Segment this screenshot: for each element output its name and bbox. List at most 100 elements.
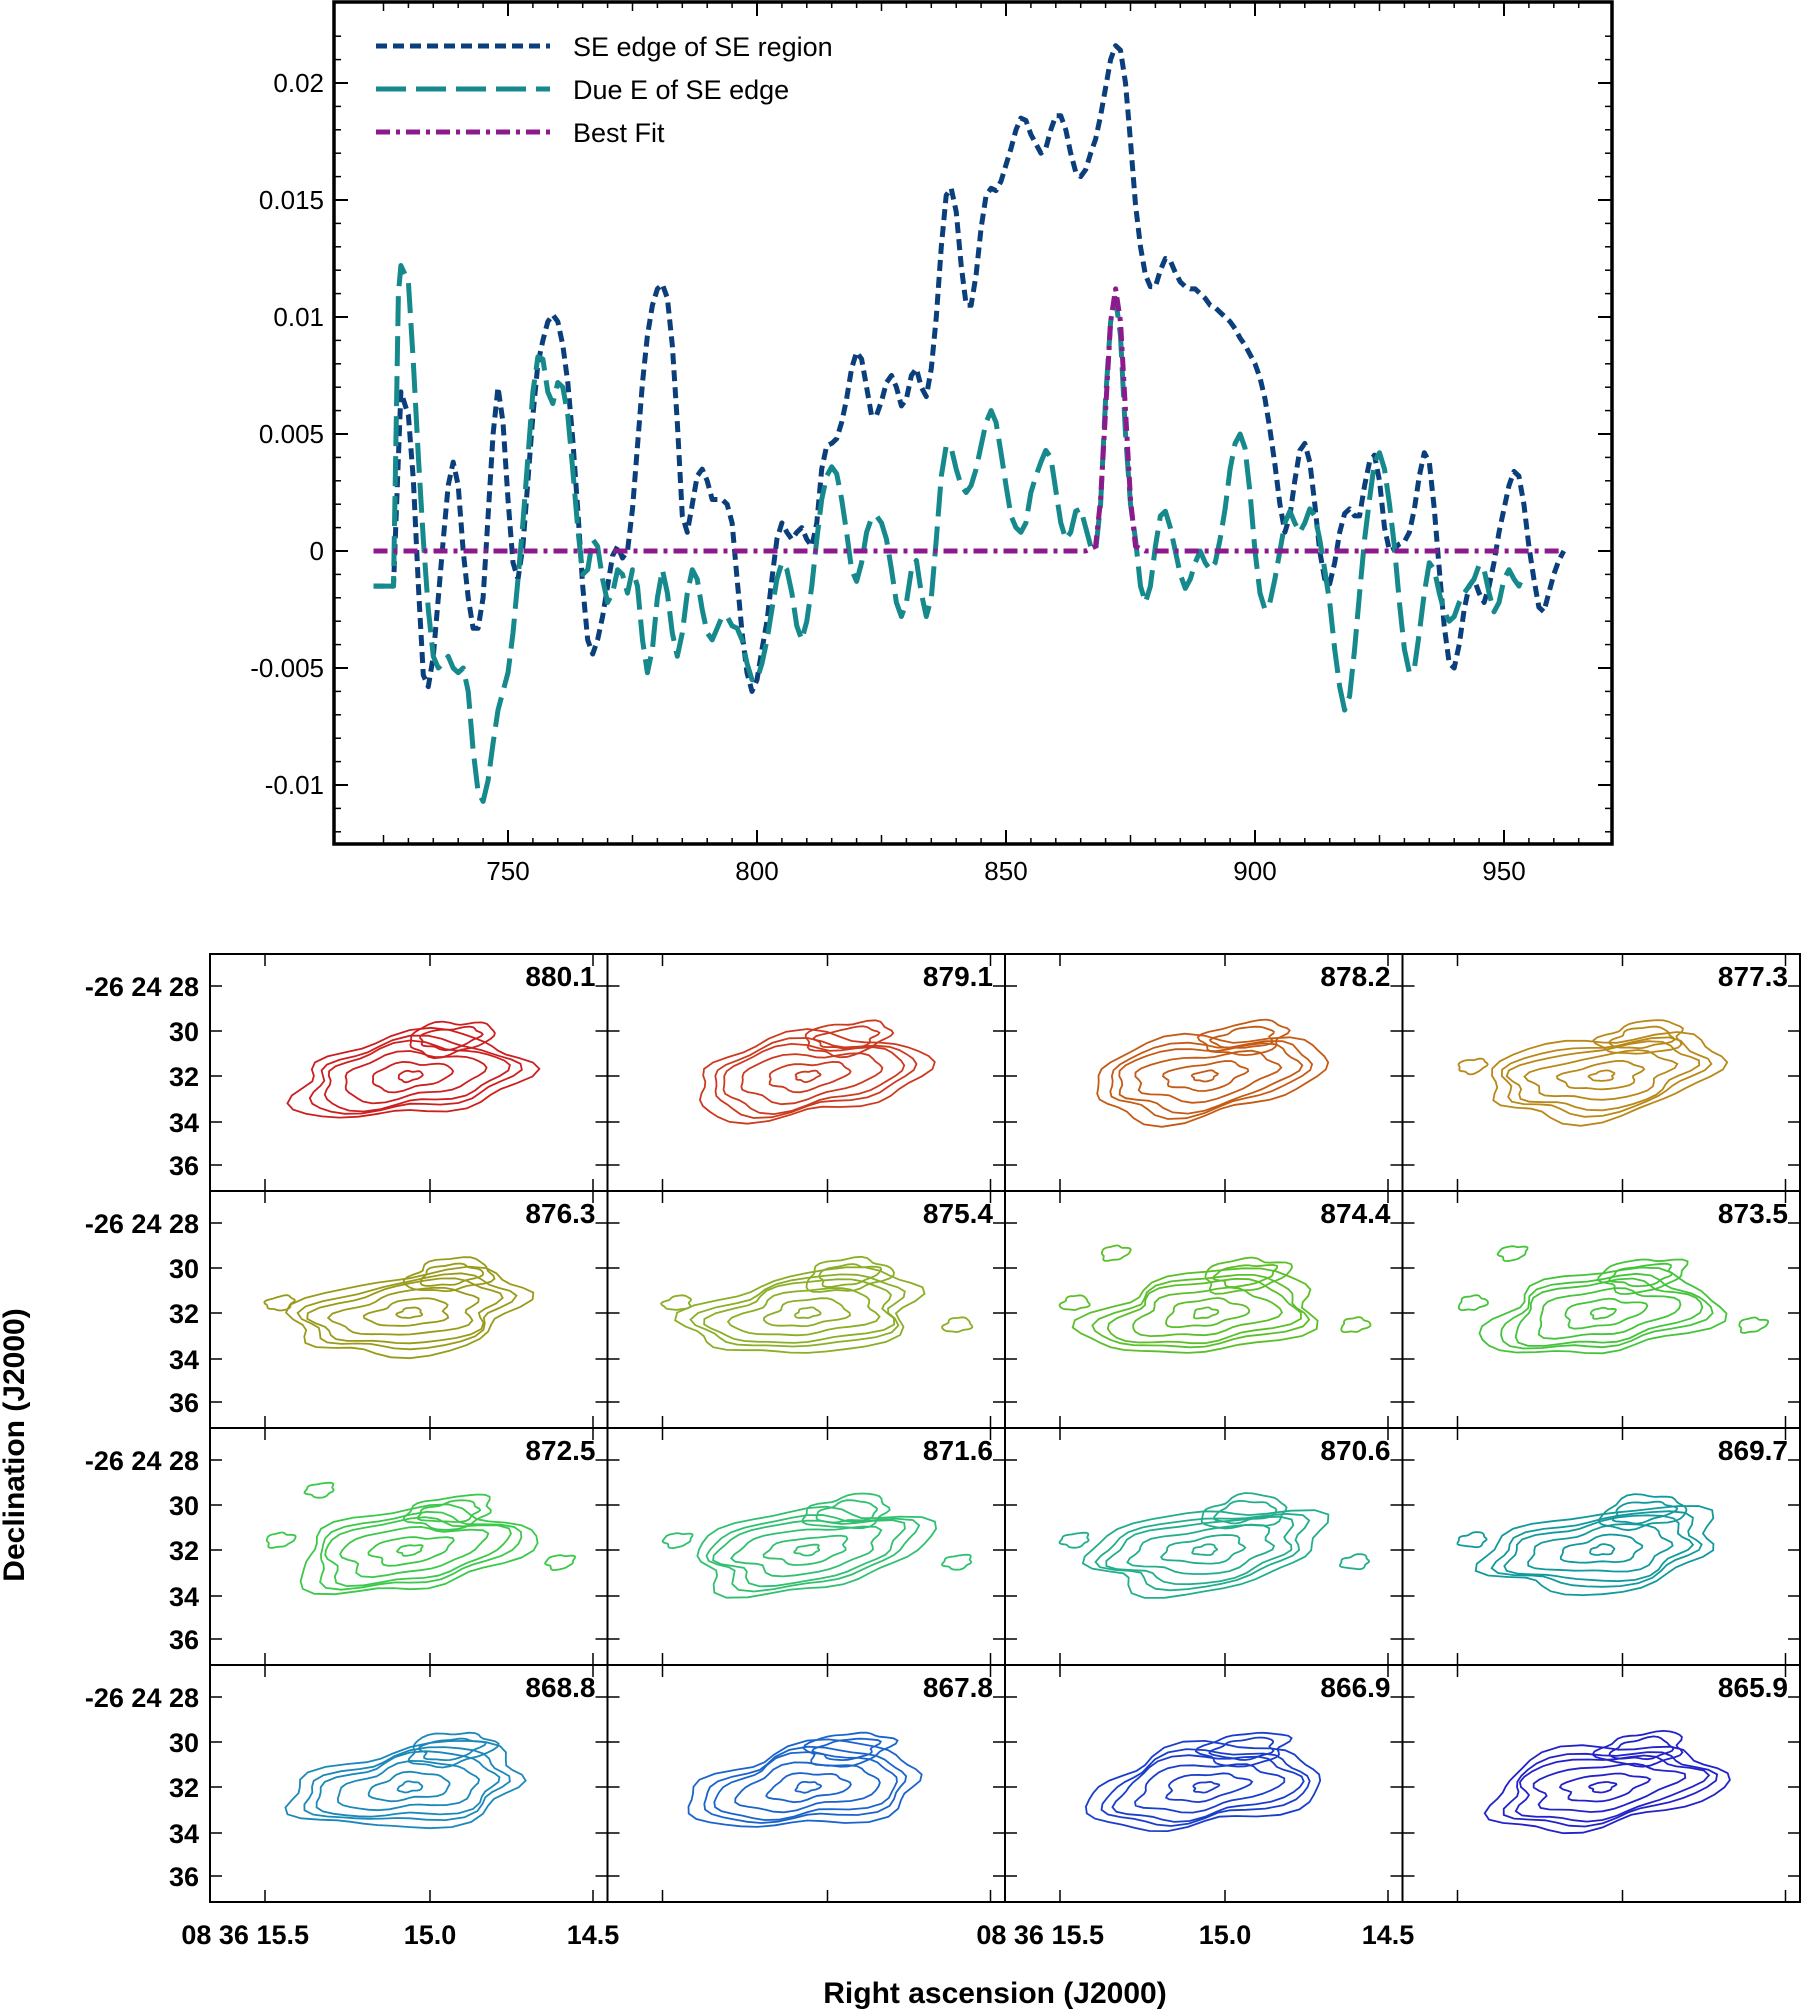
series-line-1	[373, 263, 1527, 804]
contour-line	[1608, 1262, 1673, 1288]
dec-tick-label: 30	[169, 1017, 199, 1047]
channel-label: 872.5	[525, 1435, 595, 1466]
contour-line	[712, 1519, 906, 1588]
contour-line	[713, 1751, 898, 1821]
contour-line	[802, 1731, 899, 1768]
contour-line	[804, 1019, 895, 1059]
contour-line	[396, 1780, 424, 1794]
contour-line	[1478, 1266, 1728, 1355]
contour-line	[324, 1516, 513, 1588]
contour-line	[299, 1503, 539, 1596]
contour-line	[319, 1510, 523, 1591]
channel-label: 871.6	[923, 1435, 993, 1466]
contour-line	[1474, 1505, 1715, 1597]
contour-line	[1503, 1514, 1695, 1583]
dec-tick-label: -26 24 28	[85, 1209, 199, 1239]
contour-line	[284, 1265, 535, 1360]
contour-line	[815, 1499, 879, 1524]
contour-line	[1109, 1040, 1314, 1120]
contour-line	[362, 1297, 450, 1327]
contour-line	[940, 1553, 973, 1571]
contour-line	[762, 1297, 852, 1328]
contour-line	[1564, 1297, 1649, 1330]
plot-frame	[332, 0, 1614, 846]
contour-line	[367, 1770, 451, 1803]
y-tick-label: 0.01	[273, 302, 324, 332]
contour-line	[805, 1255, 895, 1293]
contour-line	[1611, 1500, 1679, 1525]
series-line-0	[373, 43, 1567, 694]
contour-line	[1591, 1729, 1684, 1768]
channel-label: 876.3	[525, 1198, 595, 1229]
contour-line	[726, 1287, 881, 1337]
contour-line	[703, 1278, 896, 1344]
contour-line	[1208, 1025, 1275, 1049]
channel-label: 869.7	[1718, 1435, 1788, 1466]
contour-line	[794, 1069, 822, 1084]
channel-panel: 866.9	[1005, 1665, 1403, 1902]
contour-line	[1058, 1531, 1090, 1549]
channel-panel: 871.6	[607, 1428, 1005, 1665]
contour-line	[1084, 1739, 1322, 1833]
channel-panel: 878.2	[1005, 954, 1403, 1191]
contour-line	[740, 1052, 884, 1106]
contour-line	[1071, 1267, 1319, 1354]
contour-line	[402, 1493, 492, 1531]
channel-panel: 872.5	[210, 1428, 608, 1665]
contour-line	[1208, 1736, 1275, 1761]
channel-panel: 876.3	[210, 1191, 608, 1428]
contour-line	[1190, 1069, 1220, 1083]
channel-label: 880.1	[525, 961, 595, 992]
contour-line	[416, 1499, 482, 1523]
contour-line	[419, 1262, 485, 1287]
contour-line	[1491, 1031, 1729, 1127]
legend: SE edge of SE region Due E of SE edge Best…	[376, 32, 833, 148]
x-tick-label: 900	[1233, 856, 1276, 886]
contour-line	[1191, 1543, 1219, 1557]
channel-label: 867.8	[923, 1672, 993, 1703]
channel-label: 870.6	[1320, 1435, 1390, 1466]
contour-line	[306, 1277, 504, 1345]
contour-line	[1058, 1294, 1091, 1311]
ra-tick-label: 08 36 15.5	[181, 1920, 309, 1950]
dec-tick-label: -26 24 28	[85, 972, 199, 1002]
contour-line	[705, 1514, 921, 1593]
contour-line	[1212, 1263, 1279, 1288]
contour-line	[768, 1060, 852, 1094]
y-tick-label: 0.02	[273, 68, 324, 98]
channel-panel: 880.1	[210, 954, 608, 1191]
x-tick-label: 800	[735, 856, 778, 886]
dec-tick-label: 32	[169, 1062, 199, 1092]
contour-line	[1559, 1533, 1644, 1564]
contour-line	[336, 1759, 481, 1812]
contour-line	[1132, 1286, 1284, 1338]
contour-line	[303, 1746, 511, 1822]
channel-label: 877.3	[1718, 961, 1788, 992]
contour-line	[812, 1025, 881, 1050]
contour-line	[696, 1505, 938, 1599]
contour-line	[419, 1025, 484, 1052]
y-tick-label: -0.005	[250, 653, 324, 683]
channel-panel: 868.8	[210, 1665, 608, 1902]
dec-tick-label: 34	[169, 1345, 199, 1375]
contour-line	[661, 1532, 694, 1550]
contour-line	[1126, 1523, 1276, 1575]
contour-line	[729, 1525, 883, 1578]
spectrum-chart: 750 800 850 900 950 -0.01 -0.005 0 0.005 0.01 0.01…	[250, 0, 1614, 886]
axis-ticks: 750 800 850 900 950 -0.01 -0.005 0 0.005 0.01 0.01…	[250, 2, 1612, 886]
contour-line	[1193, 1306, 1220, 1320]
y-tick-label: -0.01	[265, 770, 324, 800]
contour-line	[1738, 1316, 1770, 1334]
contour-line	[407, 1731, 500, 1769]
y-tick-label: 0	[310, 536, 324, 566]
ra-tick-label: 08 36 15.5	[976, 1920, 1104, 1950]
contour-line	[1608, 1735, 1675, 1761]
contour-line	[1213, 1499, 1278, 1525]
contour-line	[1134, 1049, 1283, 1104]
dec-tick-label: 32	[169, 1299, 199, 1329]
contour-line	[395, 1306, 424, 1319]
contour-line	[1339, 1553, 1371, 1571]
channel-label: 865.9	[1718, 1672, 1788, 1703]
channel-label: 874.4	[1320, 1198, 1390, 1229]
